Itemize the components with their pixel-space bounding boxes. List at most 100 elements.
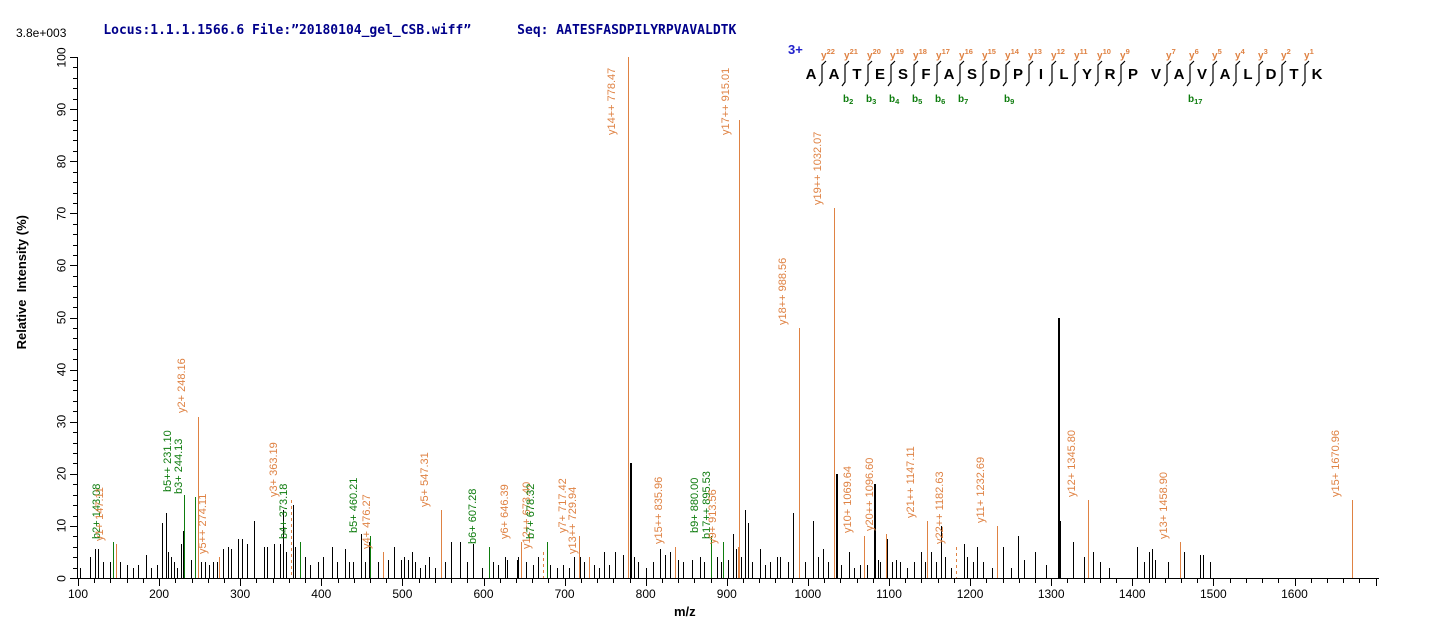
y-tick-label: 20	[54, 467, 69, 481]
spectrum-peak	[580, 557, 581, 578]
header-locus-file: Locus:1.1.1.1566.6 File:”20180104_gel_CS…	[103, 23, 472, 38]
x-minor-tick	[1148, 579, 1150, 583]
spectrum-peak	[653, 562, 654, 578]
spectrum-peak	[267, 546, 268, 578]
spectrum-peak	[1184, 551, 1186, 578]
y-minor-tick	[73, 88, 77, 90]
spectrum-peak	[741, 557, 743, 578]
spectrum-peak	[415, 562, 417, 578]
spectrum-peak	[887, 538, 889, 578]
spectrum-peak	[209, 565, 211, 578]
cut-mark-icon	[1301, 60, 1310, 87]
sequence-residue: D	[989, 65, 1001, 83]
spectrum-peak	[493, 562, 495, 578]
y-ion-tag: y12	[1051, 47, 1065, 62]
x-minor-tick	[1116, 579, 1118, 583]
header-sequence: Seq: AATESFASDPILYRPVAVALDTK	[517, 23, 737, 38]
y-major-tick	[70, 109, 77, 111]
spectrum-peak	[550, 565, 551, 578]
y-major-tick	[70, 161, 77, 163]
spectrum-peak	[633, 557, 635, 578]
sequence-residue: I	[1038, 65, 1044, 83]
y-tick-label: 70	[54, 206, 69, 220]
peak-label: y18++ 988.56	[776, 257, 789, 325]
spectrum-peak	[205, 562, 207, 578]
spectrum-peak	[103, 562, 105, 578]
x-minor-tick	[1164, 579, 1166, 583]
peak-label: y15++ 835.96	[652, 476, 665, 544]
y-ion-peak	[739, 119, 740, 578]
x-minor-tick	[1359, 579, 1361, 583]
x-minor-tick	[1002, 579, 1004, 583]
y-minor-tick	[73, 515, 77, 517]
x-minor-tick	[370, 579, 371, 583]
spectrum-peak	[745, 510, 747, 578]
x-minor-tick	[613, 579, 615, 583]
y-major-tick	[70, 473, 77, 475]
spectrum-peak	[90, 557, 92, 578]
y-ion-peak	[1352, 499, 1353, 578]
x-minor-tick	[1099, 579, 1101, 583]
spectrum-peak	[451, 541, 453, 578]
spectrum-peak	[1057, 317, 1060, 578]
spectrum-peak	[331, 546, 333, 578]
y-ion-tag: y13	[1028, 47, 1042, 62]
y-ion-tag: y10	[1097, 47, 1111, 62]
cut-mark-icon	[841, 60, 850, 87]
y-minor-tick	[73, 494, 77, 496]
sequence-residue: P	[1127, 65, 1138, 83]
x-major-tick	[1132, 579, 1134, 586]
spectrum-peak	[201, 562, 203, 578]
x-minor-tick	[175, 579, 177, 583]
spectrum-peak	[151, 567, 152, 578]
spectrum-peak	[940, 525, 942, 578]
cut-mark-icon	[1232, 60, 1241, 87]
y-major-tick	[70, 317, 77, 319]
spectrum-peak	[109, 562, 111, 578]
spectrum-peak	[877, 559, 879, 578]
spectrum-peak	[950, 567, 952, 578]
spectrum-peak	[623, 554, 624, 578]
x-tick-label: 1200	[956, 587, 984, 601]
x-tick-label: 300	[230, 587, 251, 601]
x-minor-tick	[191, 579, 193, 583]
x-minor-tick	[921, 579, 923, 583]
spectrum-peak	[700, 557, 701, 578]
spectrum-peak	[1151, 549, 1153, 578]
peak-label: y21++ 1147.11	[905, 445, 918, 518]
spectrum-peak	[537, 557, 539, 578]
spectrum-peak	[760, 549, 761, 578]
x-major-tick	[402, 579, 404, 586]
x-tick-label: 900	[716, 587, 737, 601]
fragmentation-cut: y6 b17	[1186, 42, 1202, 106]
spectrum-peak	[931, 551, 933, 578]
spectrum-peak	[263, 546, 265, 578]
b-ion-tag: b5	[912, 94, 923, 106]
spectrum-peak	[780, 557, 782, 578]
cut-mark-icon	[864, 60, 873, 87]
fragmentation-cut: y17 b6	[933, 42, 950, 106]
peak-label: y19++ 1032.07	[811, 131, 824, 206]
spectrum-peak	[309, 565, 311, 578]
y-major-tick	[70, 265, 77, 267]
spectrum-peak	[568, 567, 570, 578]
y-ion-tag: y21	[844, 47, 858, 62]
spectrum-peak	[977, 546, 979, 578]
x-minor-tick	[1262, 579, 1263, 583]
spectrum-peak	[393, 546, 395, 578]
spectrum-peak	[369, 541, 371, 578]
spectrum-peak	[361, 533, 362, 578]
spectrum-peak	[849, 551, 851, 578]
y-major-tick	[70, 421, 77, 423]
spectrum-peak	[165, 512, 167, 578]
spectrum-peak	[516, 559, 518, 578]
spectrum-peak	[1137, 546, 1139, 578]
b-ion-tag: b7	[958, 94, 969, 106]
b-ion-peak	[489, 546, 491, 578]
x-minor-tick	[678, 579, 680, 583]
sequence-residue: A	[1173, 65, 1185, 83]
spectrum-peak	[1093, 551, 1095, 578]
y-ion-peak	[543, 551, 544, 578]
x-major-tick	[483, 579, 485, 586]
sequence-residue: P	[1012, 65, 1023, 83]
